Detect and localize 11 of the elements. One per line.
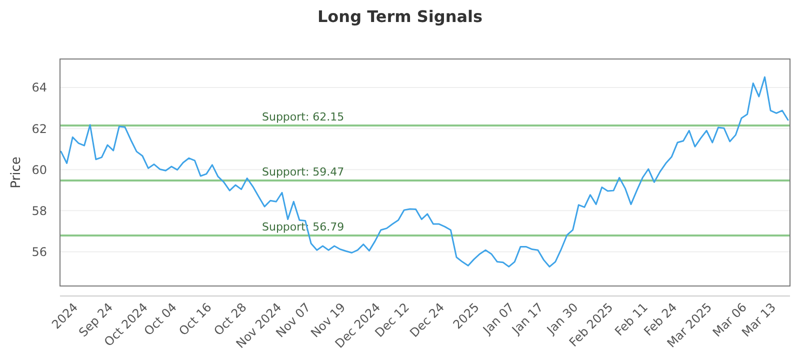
- ref-line-label: Support: 62.15: [262, 110, 344, 124]
- y-tick-label: 62: [32, 122, 47, 136]
- x-tick-label: Oct 16: [176, 300, 214, 338]
- y-tick-label: 56: [32, 244, 47, 259]
- y-axis-title: Price: [9, 156, 24, 188]
- y-tick-label: 64: [32, 80, 47, 95]
- chart-title: Long Term Signals: [317, 7, 483, 26]
- y-tick-label: 58: [32, 204, 47, 218]
- y-tick-label: 60: [32, 162, 47, 177]
- line-series: [60, 76, 789, 268]
- ref-line-label: Support: 59.47: [262, 166, 344, 179]
